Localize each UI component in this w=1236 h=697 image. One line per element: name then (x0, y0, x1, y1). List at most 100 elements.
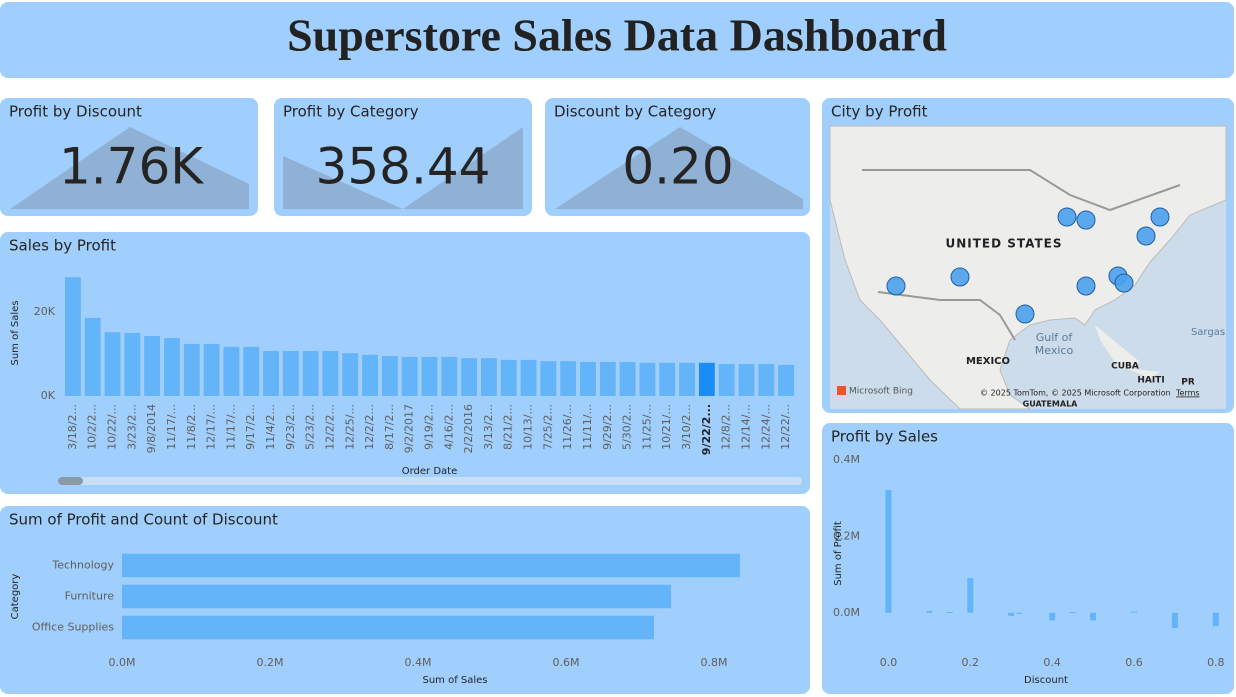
city-bubble[interactable] (950, 267, 970, 287)
x-axis-title: Sum of Sales (422, 675, 487, 686)
bar (1016, 612, 1023, 614)
bar (520, 359, 537, 396)
x-tick-label: 5/30/2... (621, 404, 634, 450)
x-tick-label: 9/8/2014 (145, 404, 158, 453)
card-decoration (10, 127, 249, 209)
bar (203, 343, 220, 396)
x-tick-label: 10/22/... (106, 404, 119, 450)
map-attribution: © 2025 TomTom, © 2025 Microsoft Corporat… (980, 389, 1171, 398)
bar (619, 361, 636, 396)
x-tick-label: 11/11/... (581, 404, 594, 450)
bar (481, 358, 497, 396)
bar (282, 351, 299, 396)
bar (540, 361, 557, 396)
bar (122, 553, 740, 578)
y-tick-label: 0.0M (833, 606, 860, 619)
y-tick-label: Office Supplies (32, 621, 114, 634)
scrollbar-track[interactable] (58, 477, 802, 485)
x-axis-title: Order Date (402, 466, 458, 477)
bar (401, 356, 418, 396)
city-bubble[interactable] (1015, 304, 1035, 324)
bar (1049, 612, 1056, 621)
bar (1130, 611, 1137, 613)
city-bubble[interactable] (1057, 207, 1077, 227)
bar (122, 615, 655, 640)
chart-title: Sales by Profit (9, 237, 116, 255)
y-tick-label: Technology (51, 559, 114, 572)
bar (124, 333, 141, 396)
x-tick-label: 9/29/2... (601, 404, 614, 450)
city-bubble[interactable] (1150, 207, 1170, 227)
x-tick-label: 2/2/2016 (462, 404, 475, 453)
x-tick-label: 0.4M (405, 656, 432, 669)
bar (144, 335, 161, 396)
bar (84, 317, 101, 396)
x-tick-label: 12/2/2... (323, 404, 336, 450)
map-label: UNITED STATES (945, 237, 1062, 251)
bar (1171, 612, 1178, 629)
card-value: 358.44 (316, 138, 491, 196)
card-decoration (555, 127, 803, 209)
x-tick-label: 12/8/2... (720, 404, 733, 450)
x-tick-label: 12/24/... (759, 404, 772, 450)
city-bubble[interactable] (1136, 226, 1156, 246)
y-axis-title: Category (10, 574, 21, 620)
y-axis-title: Sum of Sales (10, 300, 21, 365)
x-tick-label: 10/13/... (522, 404, 535, 450)
x-tick-label: 11/25/... (640, 404, 653, 450)
bar (302, 351, 319, 396)
bar (967, 577, 974, 613)
bar (698, 362, 715, 396)
y-tick-label: 0.4M (833, 453, 860, 466)
bar (926, 610, 933, 613)
city-bubble[interactable] (1076, 276, 1096, 296)
scrollbar-thumb[interactable] (58, 477, 83, 485)
bar (560, 361, 577, 396)
x-tick-label: 3/18/2... (66, 404, 79, 450)
city-bubble[interactable] (1114, 273, 1134, 293)
bar (758, 364, 775, 396)
x-tick-label: 5/23/2... (304, 404, 317, 450)
map[interactable]: UNITED STATES MEXICO Gulf of Mexico CUBA… (829, 125, 1227, 410)
bar (164, 338, 180, 396)
map-border (877, 291, 1016, 341)
x-tick-label: 12/25/... (343, 404, 356, 450)
x-tick-label: 0.6 (1125, 656, 1143, 669)
bar (679, 362, 695, 396)
map-land (1095, 325, 1140, 370)
bar (183, 343, 200, 396)
dashboard-title: Superstore Sales Data Dashboard (287, 10, 947, 61)
city-bubble[interactable] (1076, 210, 1096, 230)
x-tick-label: 9/2/2017 (403, 404, 416, 453)
map-label: Mexico (1035, 344, 1074, 357)
map-border (862, 169, 1181, 212)
x-tick-label: 0.2 (962, 656, 980, 669)
card-value: 0.20 (622, 138, 733, 196)
bar (223, 346, 240, 396)
y-tick-label: 0.2M (833, 529, 860, 542)
x-tick-label: 11/8/2... (185, 404, 198, 450)
bar (718, 364, 735, 396)
bar (580, 361, 596, 396)
map-terms[interactable]: Terms (1175, 389, 1200, 398)
city-bubble[interactable] (886, 276, 906, 296)
bar (421, 356, 438, 396)
bar (122, 584, 672, 609)
card-value: 1.76K (59, 138, 204, 196)
x-tick-label: 12/14/... (739, 404, 752, 450)
y-tick-label: 20K (34, 305, 56, 318)
x-tick-label: 0.8 (1207, 656, 1225, 669)
chart-title: Sum of Profit and Count of Discount (9, 511, 278, 529)
x-tick-label: 3/13/2... (482, 404, 495, 450)
map-title: City by Profit (831, 103, 928, 121)
x-tick-label: 0.2M (257, 656, 284, 669)
x-tick-label: 0.6M (553, 656, 580, 669)
x-tick-label: 11/17/... (165, 404, 178, 450)
bing-logo (837, 386, 846, 395)
bar (885, 490, 892, 613)
bar (500, 359, 517, 396)
map-land (829, 125, 1227, 410)
x-tick-label: 3/23/2... (125, 404, 138, 450)
